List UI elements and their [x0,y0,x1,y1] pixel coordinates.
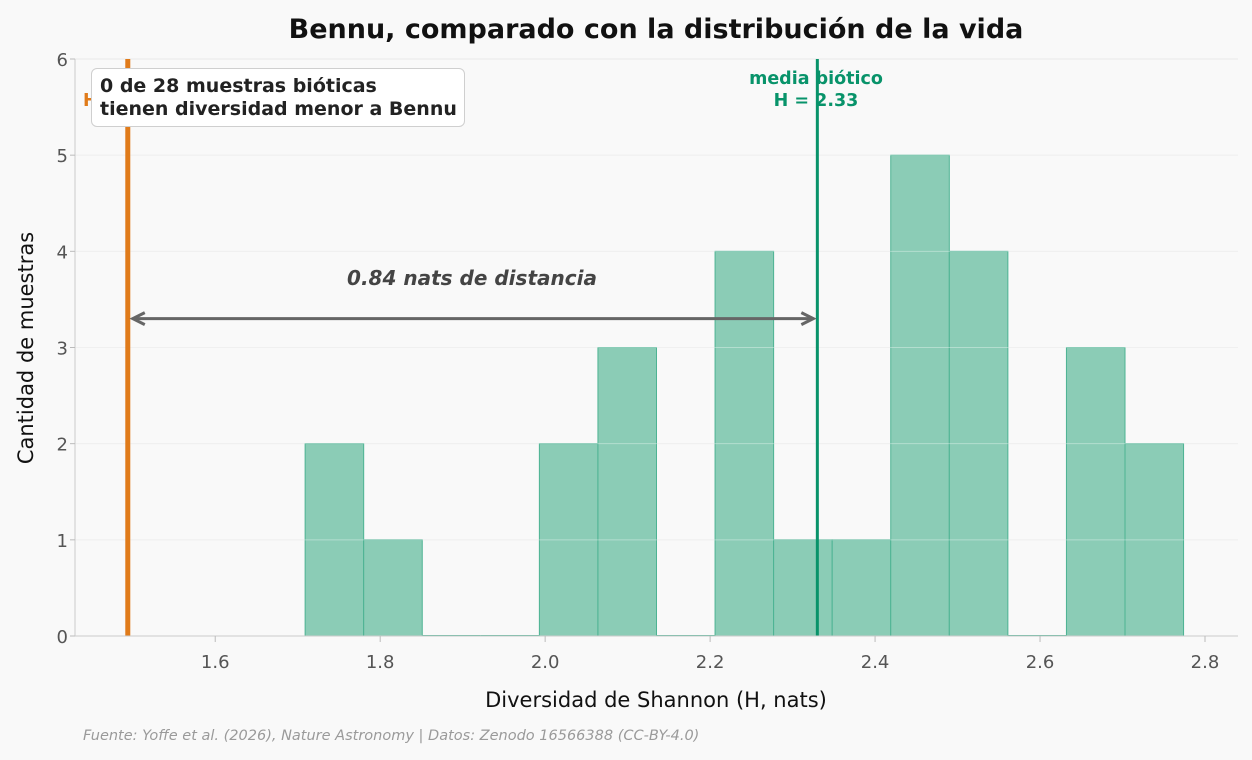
axes: 1.6 1.8 2.0 2.2 2.4 2.6 2.8 0 1 2 3 4 5 6 [57,50,1238,673]
chart-labels: Bennu, comparado con la distribución de … [14,14,1023,712]
arrow-head-right [800,311,817,326]
y-tick-label: 3 [57,339,68,360]
histogram-bar [714,250,775,637]
annotation-box: 0 de 28 muestras bióticas tienen diversi… [91,68,465,127]
annotation-line-2: tienen diversidad menor a Bennu [100,98,457,120]
y-tick-label: 0 [57,627,68,648]
y-tick-label: 1 [57,531,68,552]
y-tick-label: 5 [57,146,68,167]
x-tick-label: 1.6 [201,652,230,673]
histogram-bar [831,539,892,637]
histogram-bar [948,250,1009,637]
histogram-bar [597,347,657,637]
arrow-head-left [129,311,146,326]
histogram-bar [1124,443,1185,637]
histogram-bar [890,154,950,637]
mean-line-value-label: H = 2.33 [774,91,859,111]
y-tick-label: 6 [57,50,68,71]
x-tick-label: 2.2 [696,652,725,673]
x-tick-label: 2.4 [861,652,890,673]
y-tick-label: 4 [57,242,68,263]
annotation-line-1: 0 de 28 muestras bióticas [100,75,377,97]
histogram-bars [75,154,1238,637]
distance-label: 0.84 nats de distancia [347,266,597,290]
histogram-bar [1065,347,1126,637]
histogram-bar [773,539,833,637]
source-note: Fuente: Yoffe et al. (2026), Nature Astr… [83,728,700,744]
y-tick-label: 2 [57,435,68,456]
reference-lines [125,59,819,636]
x-tick-label: 1.8 [366,652,395,673]
chart-title: Bennu, comparado con la distribución de … [289,14,1024,45]
x-axis-label: Diversidad de Shannon (H, nats) [485,688,827,712]
x-tick-label: 2.6 [1026,652,1055,673]
x-tick-label: 2.8 [1191,652,1220,673]
y-axis-label: Cantidad de muestras [14,232,38,464]
mean-line-label: media biótico [749,69,883,89]
x-tick-label: 2.0 [531,652,560,673]
histogram-bar [363,539,423,637]
